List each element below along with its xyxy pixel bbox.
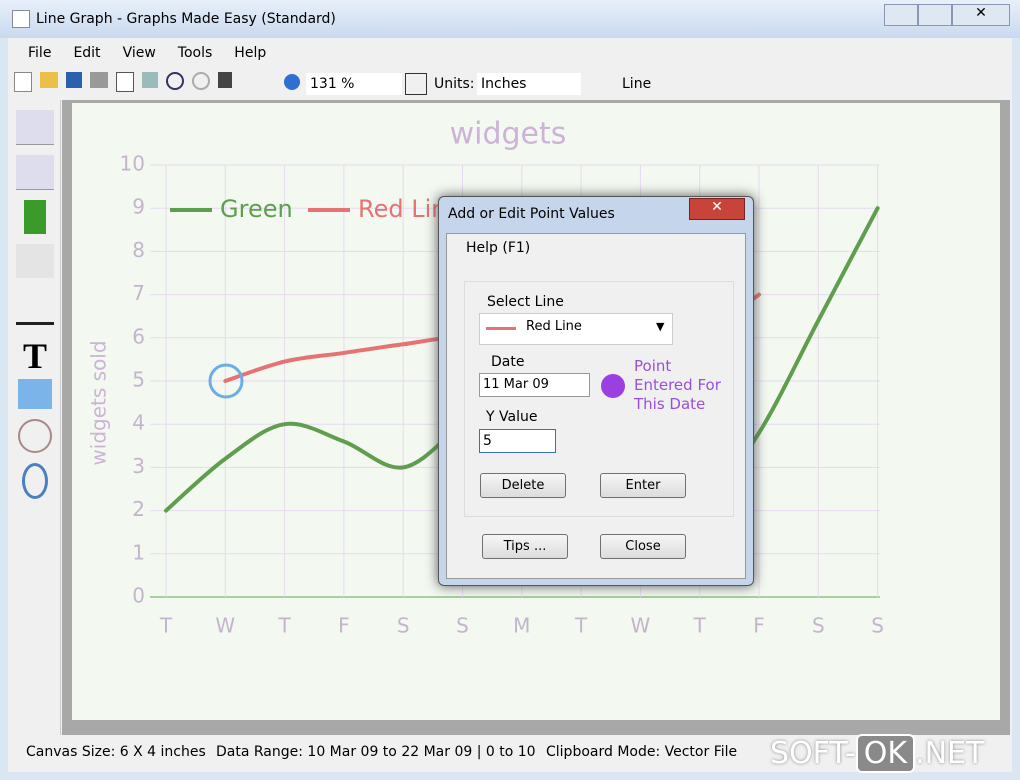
y-tick-label: 2: [132, 497, 145, 521]
app-icon: [12, 10, 30, 28]
y-value-label: Y Value: [486, 409, 538, 425]
point-dot: [601, 374, 625, 398]
y-tick-label: 7: [132, 281, 145, 305]
x-tick-label: T: [693, 614, 707, 638]
status-data-range: Data Range: 10 Mar 09 to 22 Mar 09 | 0 t…: [216, 744, 536, 760]
y-tick-label: 3: [132, 454, 145, 478]
title-bar: [0, 0, 1020, 38]
menu-item[interactable]: Edit: [73, 45, 101, 61]
x-tick-label: S: [871, 614, 884, 638]
dialog-title: Add or Edit Point Values: [448, 206, 615, 222]
help-icon[interactable]: [284, 74, 300, 90]
menu-bar: File Edit View Tools Help: [28, 45, 288, 61]
watermark-prefix: SOFT-: [770, 736, 856, 771]
x-tick-label: T: [574, 614, 588, 638]
x-tick-label: S: [397, 614, 410, 638]
window-title: Line Graph - Graphs Made Easy (Standard): [36, 11, 336, 27]
point-note: Point Entered For This Date: [634, 357, 721, 413]
dialog-close[interactable]: ✕: [689, 198, 745, 220]
x-tick-label: M: [513, 614, 530, 638]
zoom-combo[interactable]: 131 %: [306, 73, 402, 95]
units-label: Units:: [434, 76, 475, 92]
y-tick-label: 0: [132, 584, 145, 608]
left-toolbar: T: [10, 100, 61, 735]
x-tick-label: W: [631, 614, 651, 638]
x-tick-label: S: [456, 614, 469, 638]
x-tick-label: S: [812, 614, 825, 638]
x-tick-label: T: [159, 614, 173, 638]
line-combo[interactable]: Red Line ▼: [479, 313, 673, 345]
x-tick-label: T: [277, 614, 291, 638]
delete-button[interactable]: Delete: [480, 473, 566, 498]
y-tick-label: 9: [132, 195, 145, 219]
y-tick-label: 8: [132, 238, 145, 262]
target-marker: [208, 363, 244, 399]
y-value-input[interactable]: 5: [479, 429, 556, 453]
select-line-label: Select Line: [487, 294, 564, 310]
menu-item[interactable]: View: [122, 45, 156, 61]
menu-item[interactable]: File: [28, 45, 52, 61]
y-tick-label: 4: [132, 411, 145, 435]
close-dialog-button[interactable]: Close: [600, 534, 686, 559]
x-tick-label: F: [338, 614, 350, 638]
toolbar-icons: [14, 72, 274, 94]
graph-type[interactable]: Line: [622, 76, 652, 92]
menu-item[interactable]: Tools: [177, 45, 213, 61]
y-tick-label: 6: [132, 324, 145, 348]
status-canvas-size: Canvas Size: 6 X 4 inches: [26, 744, 206, 760]
dialog: Add or Edit Point Values ✕ Help (F1) Sel…: [438, 196, 754, 586]
x-tick-label: F: [753, 614, 765, 638]
close-button[interactable]: ✕: [952, 4, 1010, 26]
status-clipboard: Clipboard Mode: Vector File: [546, 744, 738, 760]
group-box: [464, 281, 734, 517]
selected-line: Red Line: [526, 319, 582, 334]
y-axis-label: widgets sold: [87, 340, 111, 465]
y-tick-label: 5: [132, 368, 145, 392]
x-tick-label: W: [215, 614, 235, 638]
tips-button[interactable]: Tips ...: [482, 534, 568, 559]
minimize-button[interactable]: [884, 4, 918, 26]
watermark-suffix: .NET: [915, 736, 985, 771]
dialog-menu[interactable]: Help (F1): [466, 240, 531, 256]
watermark-box: OK: [855, 734, 916, 773]
maximize-button[interactable]: [918, 4, 952, 26]
legend-label: Green: [220, 195, 293, 223]
fit-icon[interactable]: [405, 73, 427, 95]
chart-title: widgets: [450, 117, 567, 152]
y-tick-label: 10: [120, 152, 145, 176]
date-input[interactable]: 11 Mar 09: [479, 373, 590, 397]
units-combo[interactable]: Inches: [477, 73, 581, 95]
dialog-body: [446, 233, 746, 579]
watermark: SOFT- OK .NET: [770, 734, 984, 773]
y-tick-label: 1: [132, 540, 145, 564]
enter-button[interactable]: Enter: [600, 473, 686, 498]
menu-item[interactable]: Help: [234, 45, 267, 61]
date-label: Date: [491, 354, 525, 370]
